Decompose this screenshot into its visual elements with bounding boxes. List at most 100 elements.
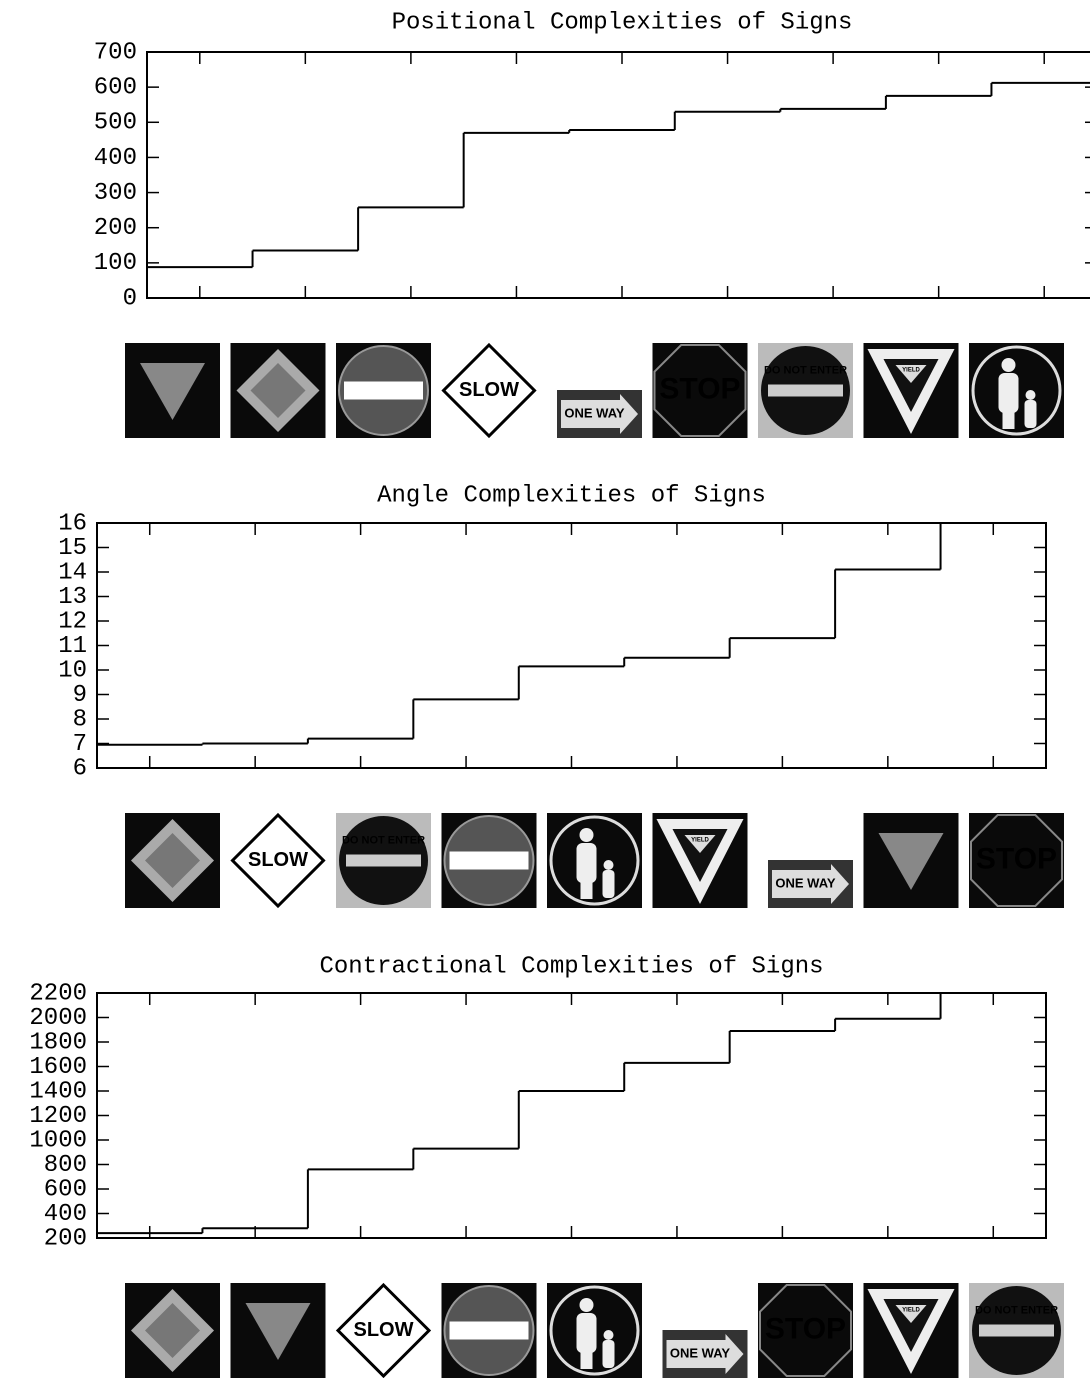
sign-label: STOP <box>659 372 740 405</box>
sign-diamond <box>230 812 326 909</box>
sign-arrow <box>772 864 849 904</box>
sign-icon <box>230 343 326 438</box>
sign-icon: YIELD <box>652 813 748 908</box>
sign-triangle-core <box>895 365 927 383</box>
y-tick-label: 500 <box>94 110 137 137</box>
y-tick-label: 700 <box>94 39 137 66</box>
sign-icon <box>441 813 537 908</box>
sign-icon: ONE WAY <box>662 1330 748 1378</box>
y-tick-label: 1400 <box>29 1078 87 1105</box>
sign-bar <box>344 381 423 400</box>
sign-label: ONE WAY <box>670 1345 731 1360</box>
sign-octagon <box>759 1284 852 1377</box>
sign-icon: ONE WAY <box>768 860 853 908</box>
plot-frame <box>146 51 1090 299</box>
y-tick-label: 10 <box>58 657 87 684</box>
y-tick-label: 6 <box>73 755 87 782</box>
figure-head <box>579 1298 594 1312</box>
y-tick-label: 200 <box>94 215 137 242</box>
chart-title: Positional Complexities of Signs <box>392 9 853 36</box>
sign-label: SLOW <box>459 379 519 401</box>
sign-icon <box>125 343 220 438</box>
figure-body <box>576 843 597 883</box>
y-tick-label: 400 <box>44 1201 87 1228</box>
sign-triangle-core <box>895 1305 927 1323</box>
sign-icon <box>125 813 220 908</box>
child-body <box>1024 400 1037 428</box>
y-tick-label: 15 <box>58 535 87 562</box>
sign-icon <box>547 813 642 908</box>
y-tick-label: 600 <box>94 74 137 101</box>
y-tick-label: 1600 <box>29 1054 87 1081</box>
figure-head <box>1001 358 1016 372</box>
y-tick-label: 16 <box>58 510 87 537</box>
y-tick-label: 1200 <box>29 1103 87 1130</box>
child-head <box>1025 390 1036 400</box>
y-tick-label: 300 <box>94 180 137 207</box>
sign-triangle <box>878 833 944 890</box>
sign-arrow <box>561 394 638 434</box>
child-body <box>602 1340 615 1368</box>
sign-label: YIELD <box>902 368 920 374</box>
sign-icon: STOP <box>652 343 748 438</box>
sign-icon: DO NOT ENTER <box>969 1283 1064 1378</box>
plot-frame <box>96 522 1047 769</box>
figure-head <box>579 828 594 842</box>
sign-octagon <box>970 814 1063 907</box>
chart-title: Angle Complexities of Signs <box>377 482 766 509</box>
sign-octagon <box>653 344 747 437</box>
figure-legs <box>580 1351 593 1369</box>
child-head <box>603 860 614 870</box>
sign-label: DO NOT ENTER <box>975 1304 1058 1316</box>
y-tick-label: 9 <box>73 682 87 709</box>
figure-legs <box>580 881 593 899</box>
figure-body <box>576 1313 597 1353</box>
y-tick-label: 13 <box>58 584 87 611</box>
sign-bar <box>449 1321 529 1340</box>
sign-bar <box>768 384 843 397</box>
sign-icon <box>863 813 959 908</box>
y-tick-label: 400 <box>94 145 137 172</box>
y-tick-label: 200 <box>44 1225 87 1252</box>
sign-diamond-inner <box>145 833 200 888</box>
sign-label: SLOW <box>354 1319 414 1341</box>
sign-icon: YIELD <box>863 343 959 438</box>
sign-ring <box>549 815 640 906</box>
sign-diamond-inner <box>145 1303 200 1358</box>
y-tick-label: 2000 <box>29 1005 87 1032</box>
figure-body <box>998 373 1019 413</box>
sign-icon <box>547 1283 642 1378</box>
sign-arrow <box>666 1334 744 1374</box>
sign-triangle <box>245 1303 311 1360</box>
sign-icon: YIELD <box>863 1283 959 1378</box>
sign-icon: SLOW <box>441 342 537 439</box>
sign-ring <box>549 1285 640 1376</box>
sign-label: STOP <box>765 1312 846 1345</box>
sign-triangle <box>140 363 205 420</box>
sign-label: YIELD <box>691 838 709 844</box>
y-tick-label: 1800 <box>29 1029 87 1056</box>
sign-label: YIELD <box>902 1308 920 1314</box>
y-tick-label: 0 <box>123 285 137 312</box>
sign-label: ONE WAY <box>775 875 836 890</box>
y-tick-label: 1000 <box>29 1127 87 1154</box>
sign-icon: SLOW <box>230 812 326 909</box>
sign-label: ONE WAY <box>564 405 625 420</box>
sign-diamond <box>335 1282 432 1378</box>
sign-triangle-inner <box>883 1299 939 1352</box>
sign-icon: ONE WAY <box>557 390 642 438</box>
y-tick-label: 100 <box>94 250 137 277</box>
y-tick-label: 14 <box>58 559 87 586</box>
y-tick-label: 12 <box>58 608 87 635</box>
sign-icon <box>125 1283 220 1378</box>
sign-icon <box>969 343 1064 438</box>
plot-frame <box>96 992 1047 1239</box>
y-tick-label: 11 <box>58 633 87 660</box>
sign-label: SLOW <box>248 849 308 871</box>
sign-icon: SLOW <box>335 1282 432 1378</box>
sign-label: DO NOT ENTER <box>342 834 425 846</box>
y-tick-label: 600 <box>44 1176 87 1203</box>
sign-bar <box>346 854 421 867</box>
sign-ring <box>971 345 1062 436</box>
sign-triangle-inner <box>672 829 728 882</box>
